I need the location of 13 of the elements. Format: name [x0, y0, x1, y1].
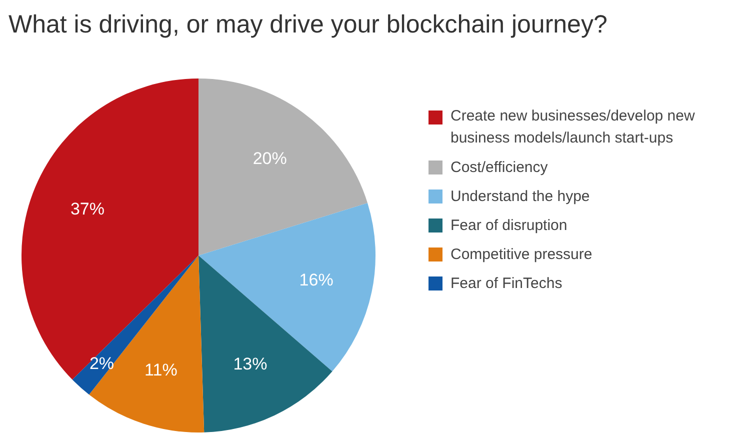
legend-label: Fear of FinTechs	[450, 275, 562, 292]
legend-label: Cost/efficiency	[450, 159, 548, 176]
data-label: 11%	[144, 360, 178, 380]
data-label: 2%	[89, 354, 114, 374]
legend-label: Fear of disruption	[450, 217, 568, 234]
legend-label: Create new businesses/develop new business models/launch start-ups	[450, 108, 695, 147]
data-label: 13%	[233, 354, 268, 374]
legend-label: Understand the hype	[450, 188, 590, 205]
data-label: 16%	[299, 270, 334, 290]
chart-title: What is driving, or may drive your blockchain journey?	[8, 10, 608, 38]
data-label: 37%	[70, 200, 105, 218]
legend-label: Competitive pressure	[450, 246, 592, 263]
data-label: 20%	[252, 149, 287, 168]
